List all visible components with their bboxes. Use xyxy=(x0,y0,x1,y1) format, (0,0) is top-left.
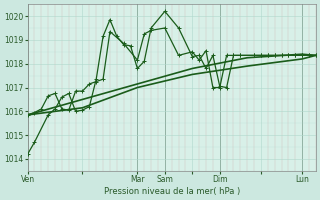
X-axis label: Pression niveau de la mer( hPa ): Pression niveau de la mer( hPa ) xyxy=(104,187,240,196)
